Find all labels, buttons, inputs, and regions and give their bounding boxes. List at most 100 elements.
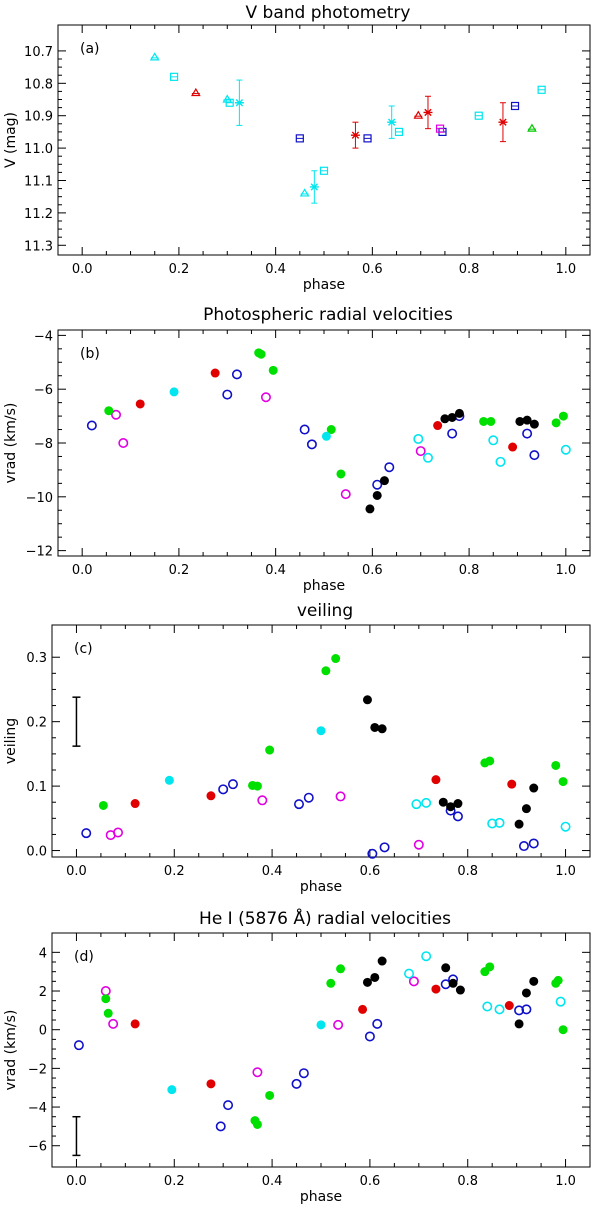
panel-1-data-point bbox=[309, 183, 319, 191]
panel-3-data-point bbox=[252, 781, 262, 791]
panel-1-x-tick-label: 0.6 bbox=[362, 262, 383, 277]
panel-4-panel-label: (d) bbox=[74, 949, 94, 965]
panel-4-data-point bbox=[377, 956, 387, 966]
panel-1-title: V band photometry bbox=[246, 3, 411, 23]
panel-2-data-point bbox=[299, 424, 310, 435]
panel-1-data-point bbox=[498, 118, 508, 126]
panel-4-data-point bbox=[298, 1068, 309, 1079]
panel-4-y-tick-label: 4 bbox=[39, 946, 47, 961]
panel-4-data-point bbox=[421, 951, 432, 962]
panel-4-data-point bbox=[358, 1004, 368, 1014]
panel-3-data-point bbox=[521, 804, 531, 814]
panel-4-data-point bbox=[333, 1019, 344, 1030]
panel-4-data-point bbox=[167, 1085, 177, 1095]
panel-2-data-point bbox=[495, 456, 506, 467]
panel-3-data-point bbox=[411, 799, 422, 810]
panel-4-data-point bbox=[336, 964, 346, 974]
panel-3-y-tick-label: 0.0 bbox=[26, 845, 47, 860]
panel-3-data-point bbox=[218, 784, 229, 795]
panel-2-data-point bbox=[268, 365, 278, 375]
panel-2-data-point bbox=[440, 414, 450, 424]
panel-3-data-point bbox=[81, 828, 92, 839]
panel-2-x-tick-label: 0.0 bbox=[72, 563, 93, 578]
panel-3-data-point bbox=[485, 756, 495, 766]
panel-4-data-point bbox=[482, 1001, 493, 1012]
panel-4-y-tick-label: −2 bbox=[28, 1062, 47, 1077]
panel-2-data-point bbox=[222, 389, 233, 400]
panel-2-data-point bbox=[415, 446, 426, 457]
panel-1-y-axis-label: V (mag) bbox=[3, 112, 19, 168]
panel-3-data-point bbox=[551, 760, 561, 770]
panel-3-data-point bbox=[331, 654, 341, 664]
panel-4-data-point bbox=[558, 1025, 568, 1035]
panel-4-data-point bbox=[101, 994, 111, 1004]
panel-4-data-point bbox=[100, 986, 111, 997]
panel-2-data-point bbox=[447, 428, 458, 439]
panel-1-x-tick-label: 0.0 bbox=[72, 262, 93, 277]
panel-3-x-tick-label: 0.4 bbox=[262, 864, 283, 879]
panel-4-data-point bbox=[555, 996, 566, 1007]
panel-2-data-point bbox=[433, 421, 443, 431]
panel-2-data-point bbox=[321, 431, 331, 441]
panel-3-data-point bbox=[446, 802, 456, 812]
panel-4-data-point bbox=[362, 977, 372, 987]
panel-4-plot-frame bbox=[51, 932, 591, 1168]
panel-1-y-tick-label: 10.8 bbox=[24, 77, 53, 92]
panel-4-x-tick-label: 1.0 bbox=[555, 1174, 576, 1189]
panel-2-data-point bbox=[522, 415, 532, 425]
panel-2-data-point bbox=[306, 439, 317, 450]
panel-4-data-point bbox=[291, 1078, 302, 1089]
panel-4-data-point bbox=[553, 975, 563, 985]
panel-4-x-tick-label: 0.2 bbox=[164, 1174, 185, 1189]
panel-1-x-tick-label: 0.2 bbox=[169, 262, 190, 277]
panel-4-title: He I (5876 Å) radial velocities bbox=[199, 907, 451, 929]
panel-3-data-point bbox=[507, 779, 517, 789]
panel-3-data-point bbox=[316, 726, 326, 736]
panel-3-title: veiling bbox=[297, 601, 353, 621]
panel-2-data-point bbox=[135, 399, 145, 409]
panel-2-data-point bbox=[336, 469, 346, 479]
panel-2-data-point bbox=[379, 476, 389, 486]
panel-2-data-point bbox=[529, 419, 539, 429]
panel-2-data-point bbox=[486, 416, 496, 426]
panel-1-data-point bbox=[190, 87, 201, 97]
panel-4-data-point bbox=[441, 963, 451, 973]
panel-1-y-tick-label: 11.0 bbox=[24, 142, 53, 157]
panel-4-x-tick-label: 0.4 bbox=[262, 1174, 283, 1189]
panel-4-data-point bbox=[215, 1121, 226, 1132]
panel-3-x-tick-label: 0.0 bbox=[66, 864, 87, 879]
panel-4-x-axis-label: phase bbox=[300, 1189, 342, 1205]
panel-4-x-tick-label: 0.6 bbox=[360, 1174, 381, 1189]
panel-3-y-axis-label: veiling bbox=[3, 718, 19, 764]
panel-4-data-point bbox=[504, 1001, 514, 1011]
panel-2-y-axis-label: vrad (km/s) bbox=[3, 403, 19, 484]
panel-2-data-point bbox=[372, 479, 383, 490]
panel-3-data-point bbox=[494, 817, 505, 828]
panel-3-data-point bbox=[413, 839, 424, 850]
panel-3-x-tick-label: 0.6 bbox=[360, 864, 381, 879]
panel-2-x-tick-label: 0.8 bbox=[459, 563, 480, 578]
panel-1-data-point bbox=[350, 131, 360, 139]
panel-2-data-point bbox=[560, 444, 571, 455]
panel-4-y-axis-label: vrad (km/s) bbox=[3, 1010, 19, 1091]
panel-3-data-point bbox=[367, 848, 378, 859]
panel-4-data-point bbox=[514, 1005, 525, 1016]
panel-4-data-point bbox=[108, 1018, 119, 1029]
panel-3-data-point bbox=[98, 800, 108, 810]
panel-2-y-tick-label: −8 bbox=[34, 437, 53, 452]
panel-4-y-tick-label: −4 bbox=[28, 1101, 47, 1116]
panel-4-data-point bbox=[206, 1079, 216, 1089]
panel-2-data-point bbox=[558, 411, 568, 421]
panel-2-x-tick-label: 0.4 bbox=[265, 563, 286, 578]
panel-1-y-tick-label: 10.9 bbox=[24, 110, 53, 125]
panel-4-data-point bbox=[521, 1004, 532, 1015]
panel-2-data-point bbox=[413, 433, 424, 444]
panel-2-data-point bbox=[515, 416, 525, 426]
panel-2-data-point bbox=[551, 418, 561, 428]
panel-4-x-tick-label: 0.0 bbox=[66, 1174, 87, 1189]
panel-2-data-point bbox=[529, 450, 540, 461]
panel-3-data-point bbox=[421, 797, 432, 808]
panel-4-data-point bbox=[130, 1019, 140, 1029]
panel-2-panel-label: (b) bbox=[80, 346, 100, 362]
